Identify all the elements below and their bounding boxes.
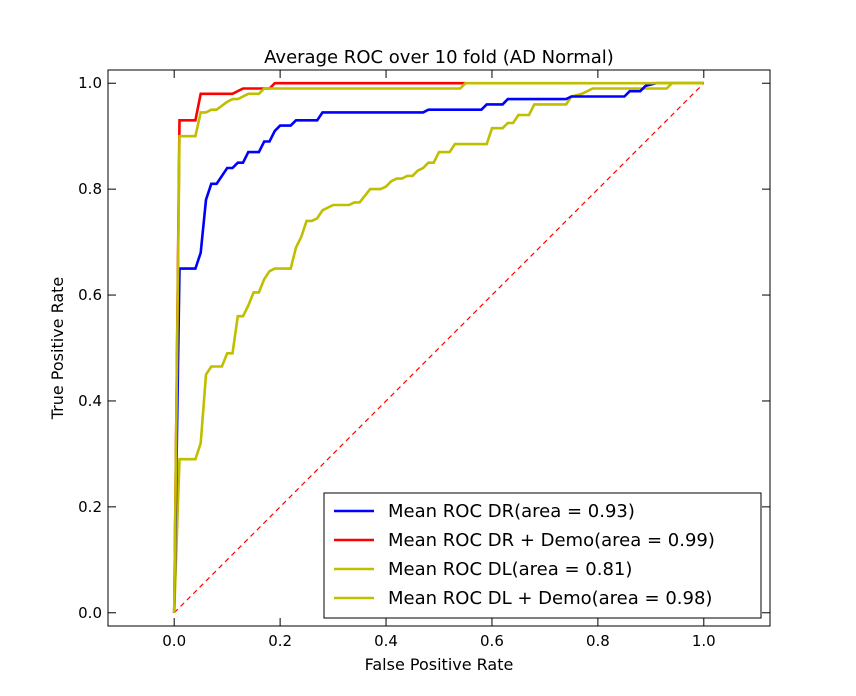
y-tick-label: 0.8 [78,180,102,198]
legend-label-0: Mean ROC DR(area = 0.93) [388,501,635,522]
y-tick-label: 0.4 [78,392,102,410]
series-line-3 [172,81,704,613]
legend-box [323,492,762,619]
chance-diagonal-line [173,82,705,614]
legend-label-1: Mean ROC DR + Demo(area = 0.99) [388,530,715,551]
x-tick-label: 0.6 [480,632,504,650]
y-axis-label: True Positive Rate [48,277,67,421]
legend: Mean ROC DR(area = 0.93) Mean ROC DR + De… [323,492,762,619]
x-tick-label: 0.2 [268,632,292,650]
x-tick-label: 1.0 [692,632,716,650]
y-tick-label: 0.6 [78,286,102,304]
chart-title: Average ROC over 10 fold (AD Normal) [264,47,614,68]
x-tick-label: 0.8 [586,632,610,650]
legend-label-2: Mean ROC DL(area = 0.81) [388,559,632,580]
series-line-2 [172,81,704,613]
series-line-0 [172,81,704,613]
series-line-1 [172,81,466,613]
y-tick-label: 0.2 [78,498,102,516]
x-axis-label: False Positive Rate [365,655,514,674]
plot-lines [172,81,705,614]
x-tick-label: 0.0 [162,632,186,650]
y-tick-label: 0.0 [78,604,102,622]
axis-ticks: 0.0 0.2 0.4 0.6 0.8 1.0 0.0 0.2 0.4 0.6 0.8 1.0 [78,70,770,650]
plot-frame [107,69,771,627]
legend-label-3: Mean ROC DL + Demo(area = 0.98) [388,588,712,609]
x-tick-label: 0.4 [374,632,398,650]
y-tick-label: 1.0 [78,74,102,92]
